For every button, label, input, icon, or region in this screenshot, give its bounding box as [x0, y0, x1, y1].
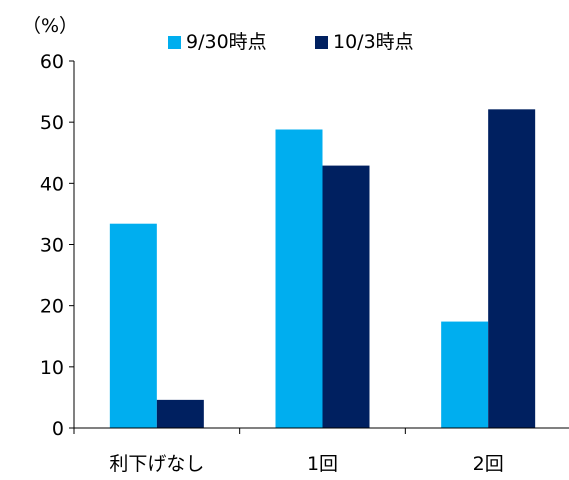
- bar-oct3-2: [488, 109, 536, 429]
- legend: 9/30時点 10/3時点: [168, 31, 414, 53]
- legend-swatch-9-30: [168, 36, 181, 49]
- legend-label-10-3: 10/3時点: [333, 31, 414, 53]
- bar-oct3-0: [156, 399, 204, 428]
- y-tick-label: 10: [40, 357, 64, 379]
- y-tick-label: 40: [40, 173, 64, 195]
- legend-swatch-10-3: [315, 36, 328, 49]
- bar-sep30-1: [275, 129, 323, 429]
- bar-oct3-1: [322, 165, 370, 428]
- x-axis: 利下げなし 1回 2回: [73, 427, 569, 475]
- legend-label-9-30: 9/30時点: [186, 31, 267, 53]
- bar-sep30-0: [109, 223, 157, 428]
- y-tick-label: 0: [52, 418, 64, 440]
- y-axis: 0 10 20 30 40 50 60: [40, 51, 75, 440]
- x-category-label: 1回: [307, 453, 338, 475]
- y-tick-label: 30: [40, 235, 64, 257]
- y-unit-label: （%）: [22, 15, 78, 37]
- bars: [109, 109, 536, 429]
- y-tick-label: 50: [40, 112, 64, 134]
- x-category-label: 2回: [473, 453, 504, 475]
- y-tick-label: 60: [40, 51, 64, 73]
- x-category-label: 利下げなし: [109, 453, 204, 475]
- bar-sep30-2: [441, 321, 489, 428]
- y-tick-label: 20: [40, 296, 64, 318]
